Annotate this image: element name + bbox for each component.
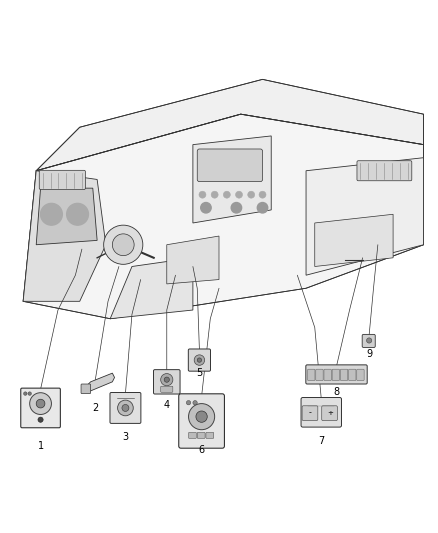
Text: 2: 2 (92, 403, 98, 413)
FancyBboxPatch shape (197, 149, 262, 182)
Circle shape (248, 191, 254, 198)
Circle shape (223, 191, 230, 198)
Circle shape (201, 203, 211, 213)
FancyBboxPatch shape (349, 369, 356, 381)
FancyBboxPatch shape (340, 369, 348, 381)
Circle shape (186, 400, 191, 405)
FancyBboxPatch shape (188, 349, 211, 371)
FancyBboxPatch shape (302, 406, 318, 421)
Circle shape (67, 204, 88, 225)
Circle shape (259, 191, 266, 198)
Circle shape (117, 400, 133, 416)
Circle shape (194, 355, 205, 365)
FancyBboxPatch shape (21, 388, 60, 428)
Circle shape (30, 393, 51, 415)
FancyBboxPatch shape (110, 392, 141, 423)
Polygon shape (110, 258, 193, 319)
FancyBboxPatch shape (301, 398, 342, 427)
Circle shape (257, 203, 268, 213)
Text: 7: 7 (318, 437, 325, 447)
Polygon shape (36, 188, 97, 245)
Text: +: + (327, 410, 333, 416)
FancyBboxPatch shape (206, 432, 214, 439)
Polygon shape (36, 79, 424, 171)
Circle shape (24, 392, 27, 395)
FancyBboxPatch shape (161, 386, 173, 392)
Circle shape (36, 399, 45, 408)
Text: -: - (309, 410, 312, 416)
Text: 9: 9 (366, 350, 372, 359)
Circle shape (122, 405, 129, 411)
Text: 8: 8 (333, 387, 339, 397)
Circle shape (104, 225, 143, 264)
Text: 6: 6 (198, 445, 205, 455)
FancyBboxPatch shape (179, 394, 224, 448)
Text: 5: 5 (196, 368, 202, 378)
Polygon shape (23, 114, 424, 319)
FancyBboxPatch shape (316, 369, 323, 381)
Circle shape (161, 374, 173, 386)
Circle shape (367, 338, 372, 343)
FancyBboxPatch shape (306, 365, 367, 384)
FancyBboxPatch shape (324, 369, 332, 381)
Circle shape (196, 411, 207, 422)
Circle shape (41, 204, 62, 225)
FancyBboxPatch shape (362, 334, 375, 348)
Circle shape (197, 358, 201, 362)
Text: 3: 3 (122, 432, 128, 442)
Circle shape (193, 400, 197, 405)
Circle shape (164, 377, 170, 382)
Polygon shape (86, 373, 115, 393)
Circle shape (28, 392, 32, 395)
FancyBboxPatch shape (153, 370, 180, 394)
Circle shape (188, 403, 215, 430)
FancyBboxPatch shape (188, 432, 196, 439)
Text: 1: 1 (38, 441, 44, 451)
FancyBboxPatch shape (307, 369, 315, 381)
FancyBboxPatch shape (357, 161, 412, 181)
Polygon shape (23, 171, 106, 301)
Polygon shape (306, 158, 424, 275)
FancyBboxPatch shape (81, 384, 91, 393)
Polygon shape (193, 136, 271, 223)
Circle shape (231, 203, 242, 213)
FancyBboxPatch shape (39, 171, 85, 189)
Circle shape (113, 234, 134, 256)
Circle shape (38, 417, 43, 422)
FancyBboxPatch shape (332, 369, 339, 381)
Circle shape (199, 191, 206, 198)
Polygon shape (315, 214, 393, 266)
FancyBboxPatch shape (357, 369, 364, 381)
Circle shape (211, 191, 218, 198)
Circle shape (236, 191, 243, 198)
Polygon shape (167, 236, 219, 284)
FancyBboxPatch shape (197, 432, 205, 439)
FancyBboxPatch shape (322, 406, 337, 421)
Text: 4: 4 (164, 400, 170, 410)
